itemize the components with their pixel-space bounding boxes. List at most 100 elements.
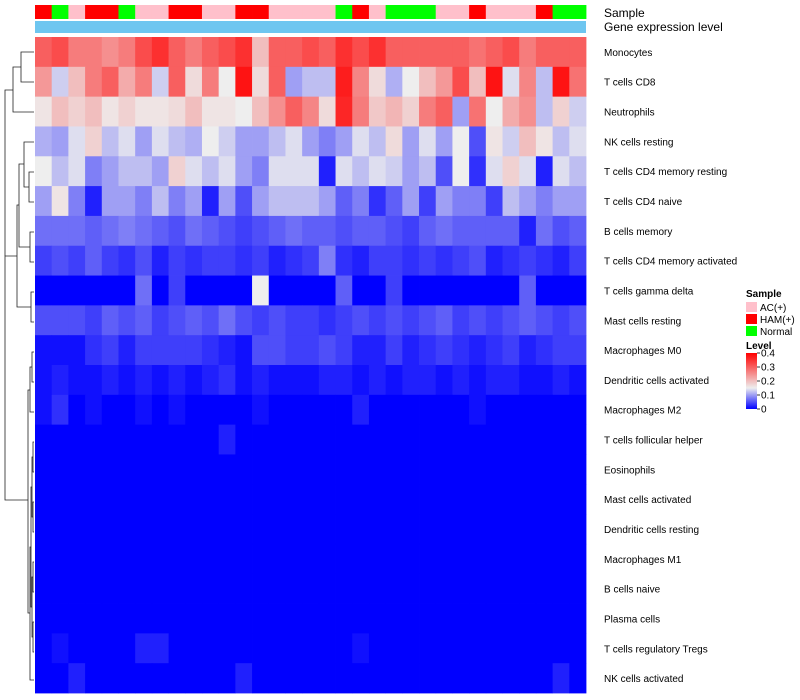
heatmap-cell bbox=[402, 215, 420, 247]
heatmap-cell bbox=[469, 484, 487, 515]
heatmap-cell bbox=[485, 126, 503, 157]
heatmap-cell bbox=[151, 394, 169, 426]
heatmap-cell bbox=[352, 633, 370, 664]
heatmap-cell bbox=[552, 573, 570, 604]
heatmap-cell bbox=[552, 245, 570, 276]
heatmap-cell bbox=[118, 633, 136, 664]
heatmap-cell bbox=[151, 514, 169, 545]
sample-annotation-cell bbox=[502, 5, 520, 19]
gene-annotation-bar bbox=[35, 21, 586, 33]
heatmap-cell bbox=[552, 424, 570, 455]
heatmap-cell bbox=[402, 245, 420, 276]
heatmap-cell bbox=[85, 96, 103, 127]
heatmap-cell bbox=[252, 663, 270, 694]
heatmap-cell bbox=[435, 37, 453, 68]
heatmap-cell bbox=[419, 543, 437, 575]
sample-annotation-cell bbox=[552, 5, 570, 19]
sample-annotation-cell bbox=[285, 5, 303, 19]
heatmap-cell bbox=[85, 454, 103, 485]
heatmap-cell bbox=[485, 66, 503, 98]
heatmap-cell bbox=[252, 96, 270, 127]
heatmap-cell bbox=[519, 394, 537, 426]
heatmap-cell bbox=[201, 66, 220, 98]
heatmap-cell bbox=[352, 603, 370, 634]
heatmap-cell bbox=[235, 335, 253, 366]
heatmap-cell bbox=[335, 335, 353, 366]
heatmap-cell bbox=[185, 96, 203, 127]
heatmap-cell bbox=[151, 335, 169, 366]
heatmap-cell bbox=[218, 603, 236, 634]
heatmap-cell bbox=[469, 424, 487, 455]
heatmap-cell bbox=[185, 484, 203, 515]
heatmap-cell bbox=[185, 275, 203, 306]
level-legend-ticks: 0.4 0.3 0.2 0.1 0 bbox=[757, 349, 775, 416]
heatmap-cell bbox=[402, 394, 420, 426]
heatmap-cell bbox=[419, 66, 437, 98]
heatmap-cell bbox=[235, 394, 253, 426]
heatmap-cell bbox=[519, 186, 537, 217]
column-annotations bbox=[35, 5, 587, 33]
heatmap-cell bbox=[368, 633, 387, 664]
heatmap-cell bbox=[268, 424, 286, 455]
heatmap-cell bbox=[318, 663, 336, 694]
heatmap-cell bbox=[502, 394, 520, 426]
heatmap-cell bbox=[201, 603, 220, 634]
heatmap-cell bbox=[552, 126, 570, 157]
heatmap-cell bbox=[452, 305, 470, 336]
heatmap-cell bbox=[402, 275, 420, 306]
heatmap-cell bbox=[419, 454, 437, 485]
heatmap-cell bbox=[519, 215, 537, 247]
heatmap-cell bbox=[285, 215, 303, 247]
heatmap-cell bbox=[285, 484, 303, 515]
heatmap-cell bbox=[485, 633, 503, 664]
heatmap-cell bbox=[352, 275, 370, 306]
heatmap-cell bbox=[151, 37, 169, 68]
heatmap-cell bbox=[51, 156, 69, 187]
heatmap-cell bbox=[569, 186, 587, 217]
heatmap-cell bbox=[118, 514, 136, 545]
heatmap-cell bbox=[101, 663, 119, 694]
heatmap-cell bbox=[235, 186, 253, 217]
heatmap-cell bbox=[452, 424, 470, 455]
heatmap-cell bbox=[268, 365, 286, 396]
heatmap-cell bbox=[252, 454, 270, 485]
heatmap-cell bbox=[201, 275, 220, 306]
sample-annotation-cell bbox=[469, 5, 487, 19]
heatmap-cell bbox=[185, 37, 203, 68]
heatmap-cell bbox=[569, 365, 587, 396]
heatmap-cell bbox=[502, 514, 520, 545]
heatmap-cell bbox=[85, 186, 103, 217]
heatmap-cell bbox=[452, 215, 470, 247]
heatmap-cell bbox=[68, 394, 86, 426]
heatmap-cell bbox=[469, 126, 487, 157]
heatmap-cell bbox=[385, 126, 403, 157]
heatmap-cell bbox=[535, 424, 554, 455]
heatmap-cell bbox=[252, 215, 270, 247]
heatmap-cell bbox=[168, 424, 186, 455]
heatmap-cell bbox=[469, 603, 487, 634]
heatmap-cell bbox=[452, 245, 470, 276]
heatmap-cell bbox=[268, 543, 286, 575]
heatmap-cell bbox=[51, 484, 69, 515]
heatmap-cell bbox=[535, 663, 554, 694]
heatmap-cell bbox=[118, 454, 136, 485]
heatmap-cell bbox=[51, 335, 69, 366]
heatmap-cell bbox=[268, 514, 286, 545]
heatmap-cell bbox=[318, 484, 336, 515]
row-label: B cells memory bbox=[604, 227, 672, 238]
heatmap-cell bbox=[335, 275, 353, 306]
heatmap-cell bbox=[135, 603, 153, 634]
heatmap-cell bbox=[135, 245, 153, 276]
heatmap-cell bbox=[35, 603, 53, 634]
heatmap-cell bbox=[419, 484, 437, 515]
heatmap-cell bbox=[368, 66, 387, 98]
heatmap-cell bbox=[502, 186, 520, 217]
heatmap-cell bbox=[502, 37, 520, 68]
heatmap-cell bbox=[235, 484, 253, 515]
heatmap-cell bbox=[218, 186, 236, 217]
heatmap-cell bbox=[385, 603, 403, 634]
heatmap-cell bbox=[168, 484, 186, 515]
heatmap-cell bbox=[168, 215, 186, 247]
heatmap-cell bbox=[118, 543, 136, 575]
heatmap-cell bbox=[101, 96, 119, 127]
